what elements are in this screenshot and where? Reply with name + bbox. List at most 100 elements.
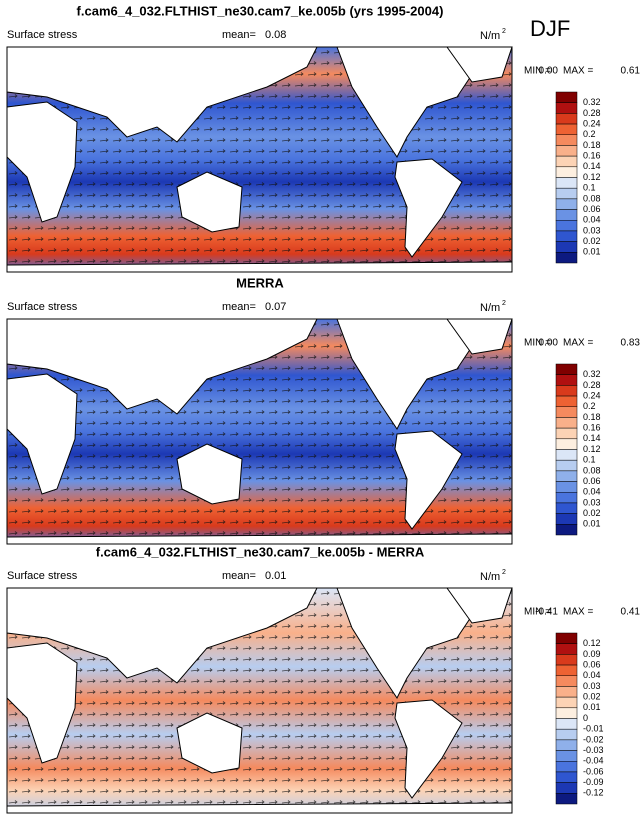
colorbar-label: 0.01 — [583, 702, 601, 712]
colorbar-label: -0.01 — [583, 724, 604, 734]
colorbar-label: 0.02 — [583, 236, 601, 246]
colorbar-label: 0.04 — [583, 670, 601, 680]
colorbar-box — [555, 241, 578, 253]
colorbar-label: 0.08 — [583, 465, 601, 475]
colorbar-label: 0.1 — [583, 183, 596, 193]
panel-title: f.cam6_4_032.FLTHIST_ne30.cam7_ke.005b -… — [96, 544, 425, 559]
colorbar-box — [555, 252, 578, 264]
units-sup: 2 — [502, 300, 506, 307]
colorbar-box — [555, 91, 578, 103]
colorbar-box — [555, 198, 578, 210]
field-name: Surface stress — [7, 301, 78, 313]
colorbar-box — [555, 470, 578, 482]
colorbar-box — [555, 134, 578, 146]
colorbar-box — [555, 374, 578, 386]
colorbar-label: 0.12 — [583, 172, 601, 182]
colorbar-label: 0.2 — [583, 129, 596, 139]
colorbar-box — [555, 793, 578, 805]
colorbar-box — [555, 686, 578, 698]
colorbar-label: -0.06 — [583, 766, 604, 776]
map-frame — [6, 587, 513, 814]
colorbar-box — [555, 145, 578, 157]
colorbar-label: 0.04 — [583, 487, 601, 497]
colorbar-box — [555, 449, 578, 461]
colorbar-box — [555, 761, 578, 773]
max-value: 0.83 — [621, 338, 641, 349]
mean-label: mean= — [222, 29, 256, 41]
colorbar-box — [555, 155, 578, 168]
season: DJF — [530, 16, 570, 41]
colorbar-box — [555, 654, 578, 666]
colorbar-box — [555, 718, 578, 730]
colorbar-box — [555, 395, 578, 407]
max-value: 0.41 — [621, 607, 641, 618]
min-label: MIN = — [524, 66, 551, 77]
colorbar-box — [555, 771, 578, 783]
colorbar-label: 0.32 — [583, 369, 601, 379]
colorbar-label: 0.02 — [583, 692, 601, 702]
colorbar-box — [555, 363, 578, 375]
colorbar-label: 0.06 — [583, 659, 601, 669]
colorbar-box — [555, 664, 578, 676]
colorbar-label: 0.16 — [583, 151, 601, 161]
colorbar-box — [555, 696, 578, 709]
colorbar-box — [555, 739, 578, 751]
map-frame — [6, 46, 513, 273]
colorbar-box — [555, 492, 578, 504]
colorbar-label: -0.09 — [583, 777, 604, 787]
max-label: MAX = — [563, 66, 593, 77]
map — [6, 587, 513, 814]
field-name: Surface stress — [7, 29, 78, 41]
colorbar-label: 0.18 — [583, 412, 601, 422]
mean-value: 0.01 — [265, 570, 286, 582]
units-sup: 2 — [502, 28, 506, 35]
colorbar-label: -0.03 — [583, 745, 604, 755]
colorbar-box — [555, 209, 578, 221]
mean-value: 0.07 — [265, 301, 286, 313]
colorbar-label: -0.04 — [583, 756, 604, 766]
colorbar-label: 0.06 — [583, 476, 601, 486]
colorbar-box — [555, 220, 578, 232]
colorbar-label: 0.14 — [583, 433, 601, 443]
colorbar-box — [555, 406, 578, 418]
colorbar-label: 0.28 — [583, 108, 601, 118]
mean-label: mean= — [222, 301, 256, 313]
colorbar-label: 0.02 — [583, 508, 601, 518]
colorbar-label: 0.1 — [583, 455, 596, 465]
map — [6, 46, 513, 273]
map-frame — [6, 318, 513, 545]
units: N/m — [480, 30, 500, 42]
max-value: 0.61 — [621, 66, 641, 77]
min-value: 0.00 — [539, 338, 559, 349]
colorbar-label: 0.14 — [583, 161, 601, 171]
max-label: MAX = — [563, 338, 593, 349]
colorbar-box — [555, 502, 578, 514]
colorbar-box — [555, 675, 578, 687]
colorbar-box — [555, 123, 578, 135]
colorbar-label: 0.01 — [583, 519, 601, 529]
colorbar-box — [555, 481, 578, 493]
colorbar-box — [555, 166, 578, 178]
min-value: -0.41 — [535, 607, 558, 618]
colorbar-box — [555, 750, 578, 762]
colorbar-label: 0.06 — [583, 204, 601, 214]
colorbar-box — [555, 177, 578, 189]
colorbar-label: 0.04 — [583, 215, 601, 225]
colorbar-box — [555, 385, 578, 397]
colorbar-box — [555, 643, 578, 655]
colorbar-label: 0.09 — [583, 649, 601, 659]
units-sup: 2 — [502, 569, 506, 576]
mean-label: mean= — [222, 570, 256, 582]
panel-title: MERRA — [236, 275, 284, 290]
colorbar-label: -0.12 — [583, 788, 604, 798]
colorbar-label: 0.12 — [583, 638, 601, 648]
colorbar-box — [555, 459, 578, 472]
colorbar-label: 0.28 — [583, 380, 601, 390]
colorbar-label: 0.32 — [583, 97, 601, 107]
panel-title: f.cam6_4_032.FLTHIST_ne30.cam7_ke.005b (… — [77, 3, 444, 18]
colorbar-box — [555, 438, 578, 450]
min-label: MIN = — [524, 607, 551, 618]
colorbar-label: 0.03 — [583, 497, 601, 507]
colorbar-box — [555, 728, 578, 741]
